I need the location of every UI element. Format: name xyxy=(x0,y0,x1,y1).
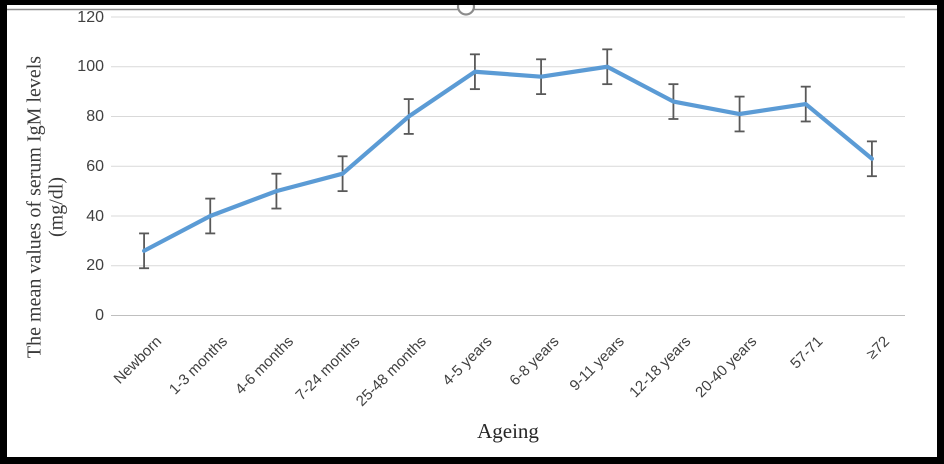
y-tick-label: 80 xyxy=(86,108,104,125)
y-axis-title: The mean values of serum IgM levels (mg/… xyxy=(24,56,69,358)
y-tick-label: 20 xyxy=(86,257,104,275)
y-tick-label: 0 xyxy=(95,307,104,324)
y-tick-label: 120 xyxy=(77,8,104,26)
y-axis-title-line1: The mean values of serum IgM levels xyxy=(23,55,46,359)
y-tick-label: 100 xyxy=(77,58,104,76)
y-axis-title-line2: (mg/dl) xyxy=(46,177,68,238)
y-tick-label: 40 xyxy=(86,207,104,225)
line-series-path xyxy=(141,64,875,253)
x-axis-title: Ageing xyxy=(477,419,539,443)
y-tick-label: 60 xyxy=(86,157,104,175)
resize-handle-icon[interactable] xyxy=(456,0,476,16)
